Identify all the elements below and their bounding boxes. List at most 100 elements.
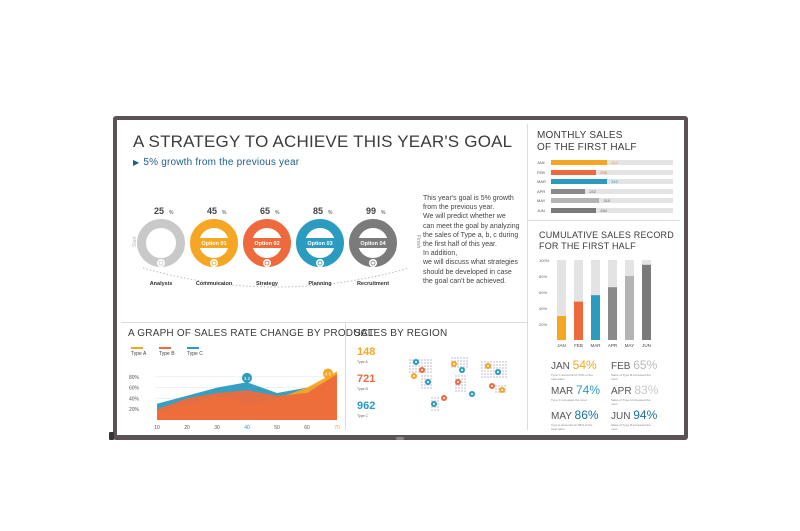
map-dot [424, 362, 426, 364]
stat-percent: 86% [574, 408, 599, 422]
map-dot [431, 397, 433, 399]
map-pin-center [491, 385, 493, 387]
y-tick-label: 40% [539, 306, 547, 311]
map-dot [493, 370, 495, 372]
map-dot [466, 360, 468, 362]
map-dot [415, 371, 417, 373]
map-dot [490, 370, 492, 372]
area-chart: 80% 60% 40% 20% 10 20 30 40 50 60 70 3.2 4.5 [129, 368, 340, 430]
bubble-2-label: 4.5 [325, 372, 332, 377]
map-dot [427, 368, 429, 370]
map-dot [495, 391, 497, 393]
y-tick-label: 80% [129, 375, 140, 381]
x-tick-label: 60 [304, 425, 310, 430]
monthly-title-line2: OF THE FIRST HALF [537, 142, 637, 153]
map-dot [421, 384, 423, 386]
world-map [409, 357, 507, 411]
map-pin-center [497, 371, 499, 373]
map-dot [496, 361, 498, 363]
map-dot [505, 376, 507, 378]
map-dot [461, 381, 463, 383]
x-tick-label: 30 [214, 425, 220, 430]
chart-icon-glyph [317, 260, 323, 266]
finish-label: Finish [415, 235, 421, 249]
map-pin-center [453, 363, 455, 365]
stat-month: JUN [611, 411, 634, 422]
bar-track [551, 179, 673, 184]
money-bag-icon [157, 259, 165, 267]
map-dot [502, 370, 504, 372]
bar-mar [591, 295, 600, 340]
region-label: Type B [357, 387, 368, 391]
map-dot [464, 390, 466, 392]
cumulative-bar-chart: 100% 80% 60% 40% 20% JAN FEB MAR APR MAY JUN [539, 258, 651, 348]
map-dot [430, 359, 432, 361]
monthly-row: APR 242 [537, 188, 684, 195]
monitor-logo [396, 437, 404, 440]
map-dot [421, 362, 423, 364]
map-dot [463, 363, 465, 365]
month-label: FEB [537, 169, 545, 175]
target-icon-glyph [264, 260, 270, 266]
map-dot [484, 376, 486, 378]
step-label-3: Strategy [256, 281, 279, 287]
map-dot [481, 367, 483, 369]
description-line: the sales of Type a, b, c during [423, 231, 519, 239]
map-dot [437, 400, 439, 402]
map-dot [409, 368, 411, 370]
month-label: MAR [537, 179, 546, 184]
option-label-5: Option 04 [360, 241, 386, 247]
bar-fill [551, 188, 586, 194]
map-dot [487, 370, 489, 372]
area-type-b [157, 374, 337, 420]
ribbon-2 [192, 238, 236, 248]
map-dot [455, 387, 457, 389]
map-pin-center [501, 389, 503, 391]
map-dot [484, 373, 486, 375]
map-dot [461, 375, 463, 377]
monthly-row: JUN 284 [537, 207, 684, 214]
map-dot [498, 385, 500, 387]
map-dot [464, 375, 466, 377]
x-tick-label: FEB [574, 343, 583, 348]
description-line: This year's goal is 5% growth [423, 195, 514, 202]
triangle-bullet-icon: ▶ [133, 158, 140, 167]
map-dot [464, 387, 466, 389]
map-dot [496, 364, 498, 366]
bar-fill [551, 207, 597, 213]
map-dot [421, 387, 423, 389]
map-dot [430, 362, 432, 364]
region-label: Type A [357, 360, 368, 364]
ribbon-3 [245, 238, 289, 248]
x-tick-label: 40 [244, 425, 250, 430]
map-dot [481, 373, 483, 375]
cumulative-title: CUMULATIVE SALES RECORD FOR THE FIRST HA… [539, 230, 674, 252]
people-icon [210, 259, 218, 267]
bar-jan [557, 316, 566, 340]
map-dot [466, 366, 468, 368]
map-dot [457, 357, 459, 359]
map-dot [490, 361, 492, 363]
stat-mar: MAR 74% Type C increased the most [551, 381, 600, 403]
monitor-side-button [109, 432, 114, 440]
y-tick-label: 60% [539, 290, 547, 295]
map-pin-center [433, 403, 435, 405]
monthly-row: FEB 299 [537, 169, 684, 176]
legend-label: Type C [187, 351, 203, 357]
map-dot [431, 409, 433, 411]
percent-unit-1: % [169, 210, 174, 216]
map-dot [451, 357, 453, 359]
map-dot [421, 359, 423, 361]
description-line: should be developed in case [423, 268, 512, 276]
stat-percent: 54% [572, 358, 597, 372]
map-dot [409, 371, 411, 373]
lightbulb-icon [369, 259, 377, 267]
people-icon-glyph [211, 260, 217, 266]
map-dot [427, 365, 429, 367]
start-label: Start [132, 236, 138, 247]
description-line: In addition, [423, 250, 458, 258]
stat-jan: JAN 54% Type C accounts for 54% of the to… [551, 356, 597, 381]
region-value: 721 [357, 373, 376, 385]
map-dot [495, 385, 497, 387]
map-pin-center [457, 381, 459, 383]
